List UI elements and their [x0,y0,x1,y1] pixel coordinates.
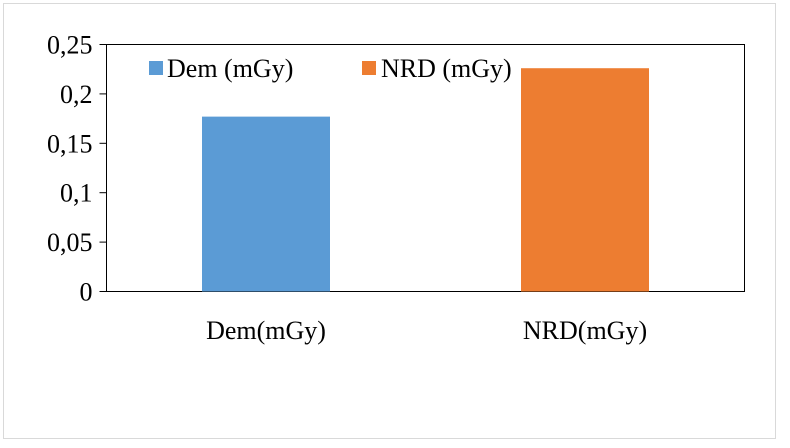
bar-nrd [521,68,649,292]
y-tick-label: 0,1 [60,179,93,208]
y-tick-label: 0,05 [47,228,93,257]
legend-label: NRD (mGy) [381,54,512,83]
legend-swatch [362,61,376,75]
x-axis-categories: Dem(mGy) NRD(mGy) [206,316,647,345]
y-tick-label: 0 [80,278,93,307]
legend-label: Dem (mGy) [167,54,293,83]
x-category-label: NRD(mGy) [523,316,647,345]
legend: Dem (mGy) NRD (mGy) [149,54,512,83]
bars [202,68,649,292]
y-tick-label: 0,25 [47,31,93,60]
x-category-label: Dem(mGy) [206,316,326,345]
plot-area-border [106,44,745,292]
y-tick-label: 0,2 [60,80,93,109]
y-tick-label: 0,15 [47,129,93,158]
y-axis-ticks: 0 0,05 0,1 0,15 0,2 0,25 [47,31,107,307]
bar-dem [202,116,330,292]
legend-swatch [149,61,163,75]
